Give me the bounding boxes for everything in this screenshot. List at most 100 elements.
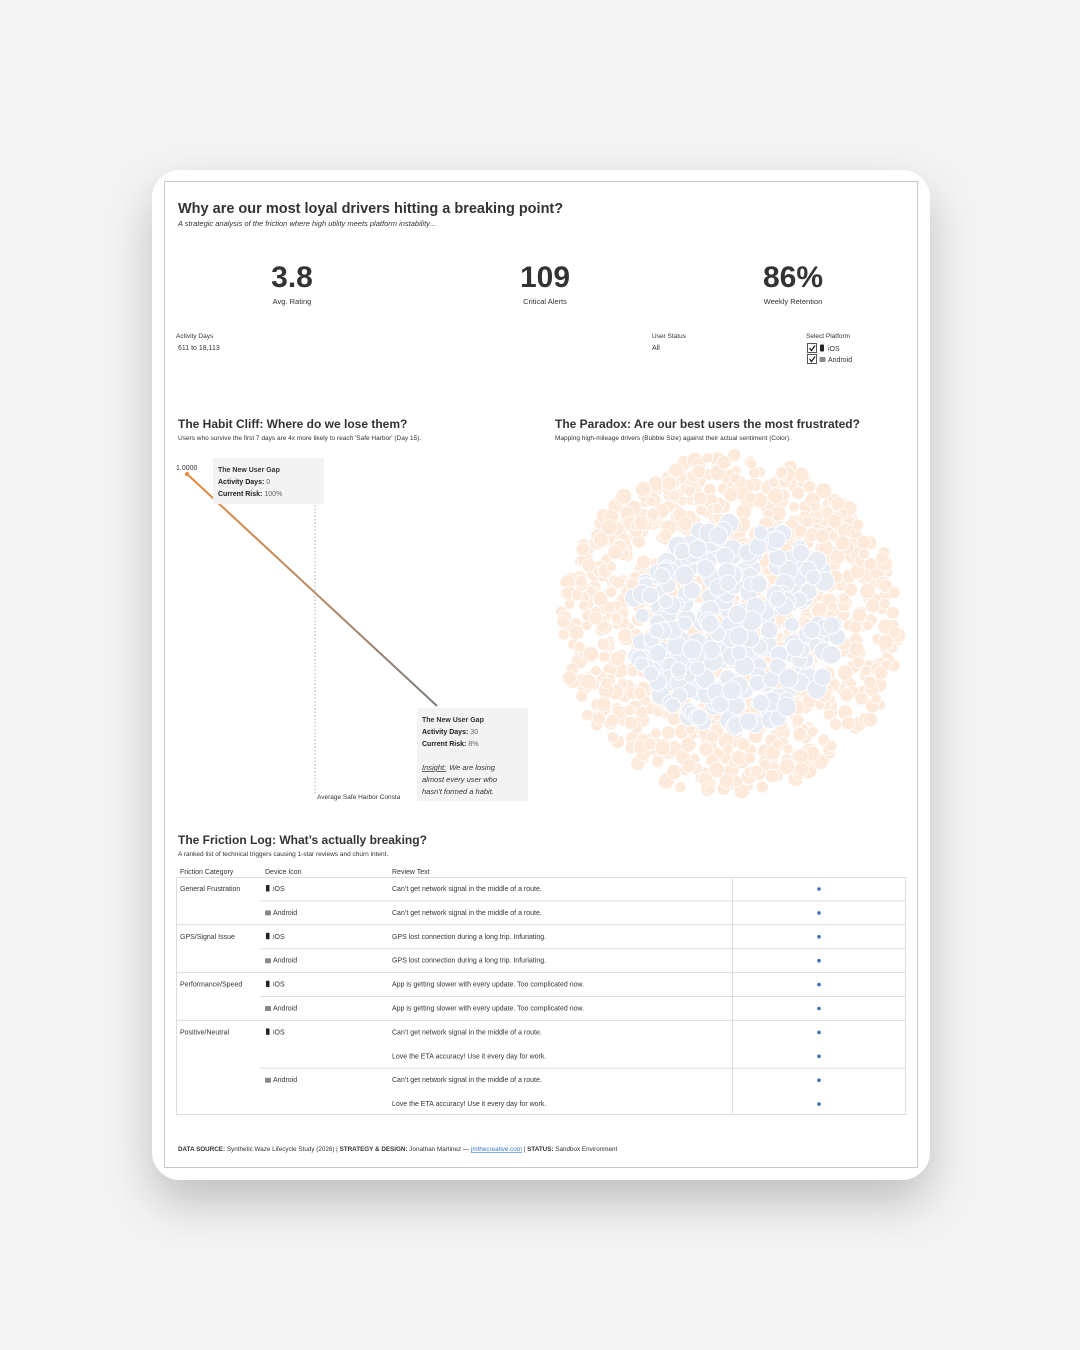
tooltip-label: Activity Days: bbox=[218, 479, 264, 486]
bubble bbox=[751, 693, 771, 713]
bubble bbox=[590, 665, 602, 677]
bubble bbox=[727, 448, 742, 463]
bubble bbox=[875, 551, 889, 565]
row-dot bbox=[817, 1078, 821, 1082]
tooltip bbox=[417, 708, 528, 801]
bubble bbox=[580, 673, 597, 690]
insight-line: hasn't formed a habit. bbox=[422, 787, 494, 796]
column-header: Friction Category bbox=[180, 869, 234, 876]
bubble bbox=[815, 482, 833, 500]
bubble bbox=[792, 727, 808, 742]
category-cell: Positive/Neutral bbox=[180, 1029, 229, 1036]
bubble bbox=[791, 714, 805, 728]
bubble bbox=[870, 693, 882, 705]
row-dot bbox=[817, 1102, 821, 1106]
bubble bbox=[887, 585, 901, 600]
row-dot bbox=[817, 1006, 821, 1011]
device-cell: Android bbox=[273, 1006, 297, 1013]
section-title: The Friction Log: What’s actually breaki… bbox=[178, 833, 427, 847]
ios-icon bbox=[266, 980, 270, 988]
bubble bbox=[674, 565, 695, 586]
column-header: Review Text bbox=[392, 869, 430, 876]
section-subtitle: Users who survive the first 7 days are 4… bbox=[178, 435, 421, 442]
bubble bbox=[604, 585, 618, 599]
bubble bbox=[683, 484, 696, 497]
bubble bbox=[749, 575, 768, 594]
bubble bbox=[605, 560, 618, 573]
bubble bbox=[704, 784, 716, 796]
footer-text: Jonathan Martinez — bbox=[408, 1146, 471, 1153]
bubble bbox=[822, 616, 841, 635]
review-cell: Can’t get network signal in the middle o… bbox=[392, 1077, 542, 1084]
checkbox[interactable] bbox=[807, 354, 817, 364]
bubble bbox=[708, 525, 729, 546]
bubble bbox=[767, 487, 784, 505]
bubble bbox=[860, 665, 872, 677]
subtitle: A strategic analysis of the friction whe… bbox=[177, 219, 436, 228]
bubble bbox=[716, 455, 732, 470]
bubble bbox=[776, 696, 797, 718]
bubble bbox=[802, 479, 817, 494]
review-cell: Love the ETA accuracy! Use it every day … bbox=[392, 1053, 546, 1060]
bubble bbox=[634, 656, 650, 672]
bubble bbox=[623, 704, 636, 717]
ios-icon bbox=[266, 1028, 270, 1035]
bubble bbox=[788, 501, 800, 513]
bubble bbox=[721, 680, 742, 701]
insight-text: We are losing bbox=[449, 763, 496, 772]
checkmark bbox=[808, 345, 816, 352]
bubble bbox=[865, 598, 881, 614]
bubble bbox=[582, 645, 600, 663]
bubble bbox=[668, 462, 684, 478]
bubble bbox=[727, 604, 747, 624]
bubble bbox=[562, 670, 578, 686]
bubble bbox=[695, 504, 707, 517]
bubble bbox=[793, 524, 808, 538]
bubble bbox=[825, 740, 838, 753]
bubble bbox=[600, 676, 613, 690]
bubble bbox=[623, 715, 638, 730]
row-dot bbox=[817, 958, 821, 963]
footer: DATA SOURCE: Synthetic Waze Lifecycle St… bbox=[178, 1146, 617, 1153]
checkbox[interactable] bbox=[807, 343, 817, 353]
bubble bbox=[837, 664, 854, 681]
platform-option: Android bbox=[828, 357, 852, 364]
table-border bbox=[176, 877, 906, 1115]
bubble bbox=[661, 475, 677, 491]
kpi-label: Critical Alerts bbox=[523, 297, 567, 306]
bubble bbox=[683, 581, 702, 600]
bubble bbox=[755, 780, 769, 794]
tooltip-row: Current Risk: 100% bbox=[218, 491, 282, 498]
tooltip-label: Current Risk: bbox=[218, 491, 262, 498]
bubble bbox=[610, 650, 626, 667]
insight-line: Insight: We are losing bbox=[422, 763, 496, 772]
bubble bbox=[863, 675, 878, 690]
bubble bbox=[839, 687, 854, 703]
bubble bbox=[610, 612, 622, 624]
tooltip-value: 0 bbox=[266, 479, 270, 486]
bubble bbox=[681, 639, 703, 660]
insight-label: Insight: bbox=[422, 763, 446, 772]
bubble bbox=[635, 706, 649, 719]
ios-icon bbox=[266, 885, 270, 892]
tooltip-value: 8% bbox=[468, 741, 478, 748]
checkmark bbox=[808, 356, 816, 363]
review-cell: Can’t get network signal in the middle o… bbox=[392, 910, 542, 917]
bubble bbox=[581, 558, 596, 573]
section-title: The Paradox: Are our best users the most… bbox=[555, 417, 860, 431]
footer-link[interactable]: jmthecreative.com bbox=[470, 1146, 522, 1153]
bubble bbox=[607, 544, 623, 561]
bubble bbox=[575, 542, 591, 557]
device-cell: Android bbox=[273, 910, 297, 917]
bubble bbox=[722, 743, 734, 755]
bubble bbox=[748, 537, 768, 557]
filter-label: Activity Days bbox=[176, 333, 214, 340]
ios-icon bbox=[820, 344, 824, 352]
bubble bbox=[752, 525, 769, 541]
insight-line: almost every user who bbox=[422, 775, 497, 784]
bubble bbox=[635, 480, 652, 498]
bubble bbox=[769, 590, 787, 608]
bubble bbox=[581, 708, 594, 722]
bubble bbox=[700, 614, 720, 634]
